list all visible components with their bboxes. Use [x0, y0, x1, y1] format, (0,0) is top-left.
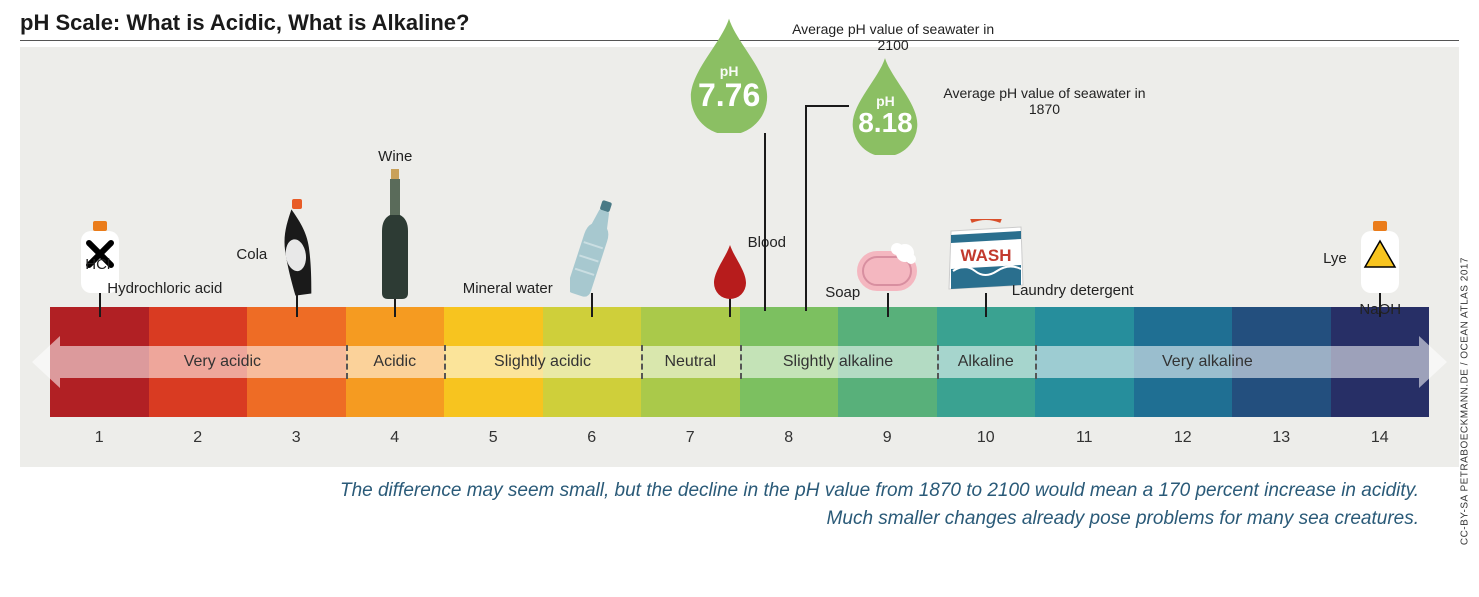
item-label: Blood [748, 234, 786, 251]
caption: The difference may seem small, but the d… [20, 467, 1459, 532]
ph-number: 4 [346, 429, 445, 447]
region-divider [346, 345, 348, 379]
cola-bottle-icon [275, 199, 319, 299]
ph-number: 9 [838, 429, 937, 447]
item-label: HCl [85, 256, 110, 273]
seawater-label: Average pH value of seawater in 2100 [783, 21, 1003, 53]
ph-number: 13 [1232, 429, 1331, 447]
ph-number: 11 [1035, 429, 1134, 447]
ph-number: 12 [1134, 429, 1233, 447]
ph-number: 8 [740, 429, 839, 447]
item-sublabel: Hydrochloric acid [107, 280, 222, 297]
region-divider [444, 345, 446, 379]
svg-text:WASH: WASH [961, 246, 1012, 265]
region-divider [641, 345, 643, 379]
seawater-drop-sw2100: pH 7.76 Average pH value of seawater in … [683, 15, 775, 133]
seawater-label: Average pH value of seawater in 1870 [934, 85, 1154, 117]
ph-number: 7 [641, 429, 740, 447]
region-divider [1035, 345, 1037, 379]
caption-line-2: Much smaller changes already pose proble… [827, 508, 1419, 529]
hazard-bottle-icon [1355, 221, 1405, 299]
ph-number: 2 [149, 429, 248, 447]
ph-numbers-row: 1234567891011121314 [50, 429, 1429, 447]
credit-text: CC-BY-SA PETRABOECKMANN.DE / OCEAN ATLAS… [1460, 257, 1471, 545]
ph-number: 14 [1331, 429, 1430, 447]
region-divider [937, 345, 939, 379]
wine-bottle-icon [374, 169, 416, 299]
ph-number: 3 [247, 429, 346, 447]
ph-number: 5 [444, 429, 543, 447]
item-label: Wine [378, 148, 412, 165]
item-label: Laundry detergent [1012, 282, 1134, 299]
region-divider [740, 345, 742, 379]
seawater-drop-sw1870: pH 8.18 Average pH value of seawater in … [846, 55, 924, 155]
item-label: Mineral water [463, 280, 553, 297]
ph-number: 10 [937, 429, 1036, 447]
blood-drop-icon [710, 243, 750, 299]
ph-number: 6 [543, 429, 642, 447]
item-label: Soap [825, 284, 860, 301]
item-sublabel: NaOH [1359, 301, 1401, 318]
item-label: Cola [236, 246, 267, 263]
ph-number: 1 [50, 429, 149, 447]
soap-bar-icon [853, 239, 923, 295]
item-label: Lye [1323, 250, 1347, 267]
caption-line-1: The difference may seem small, but the d… [340, 480, 1419, 501]
ph-scale-chart: CC-BY-SA PETRABOECKMANN.DE / OCEAN ATLAS… [20, 47, 1459, 467]
water-bottle-icon [570, 199, 614, 299]
